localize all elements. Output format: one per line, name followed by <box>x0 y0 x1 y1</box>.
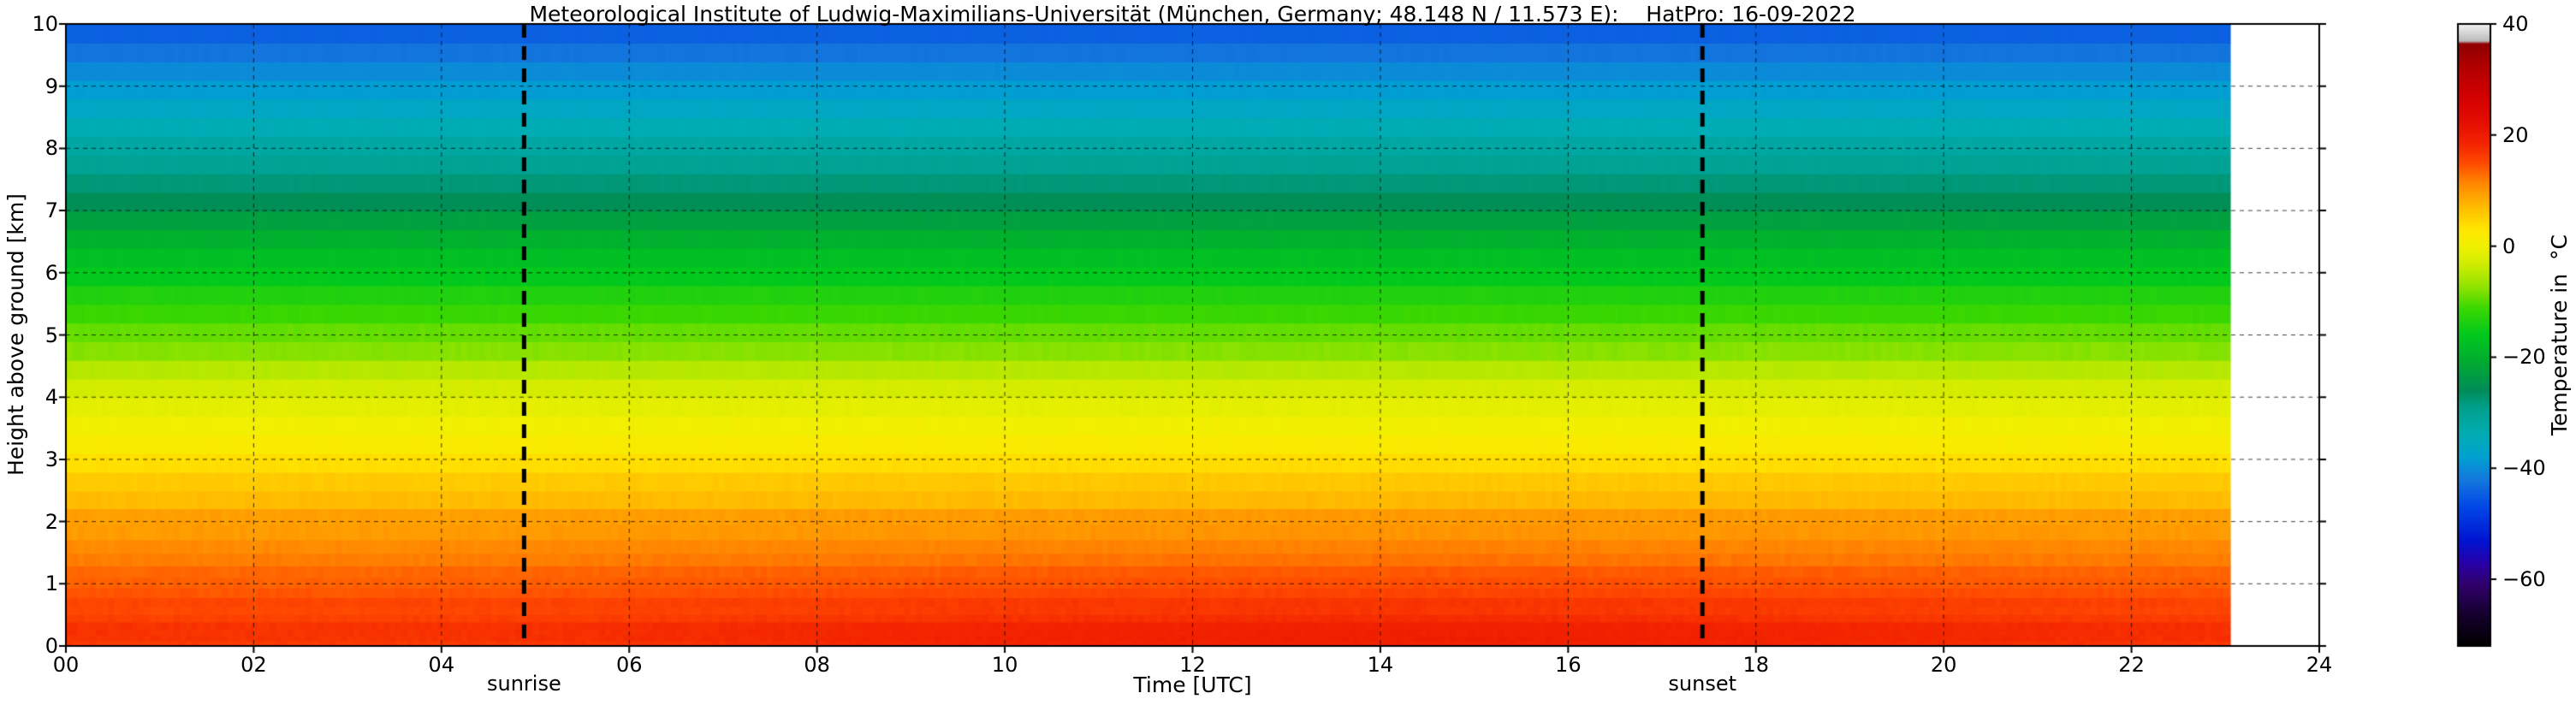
temperature-height-time-chart: Meteorological Institute of Ludwig-Maxim… <box>0 0 2576 705</box>
heatmap-canvas <box>0 0 2576 705</box>
